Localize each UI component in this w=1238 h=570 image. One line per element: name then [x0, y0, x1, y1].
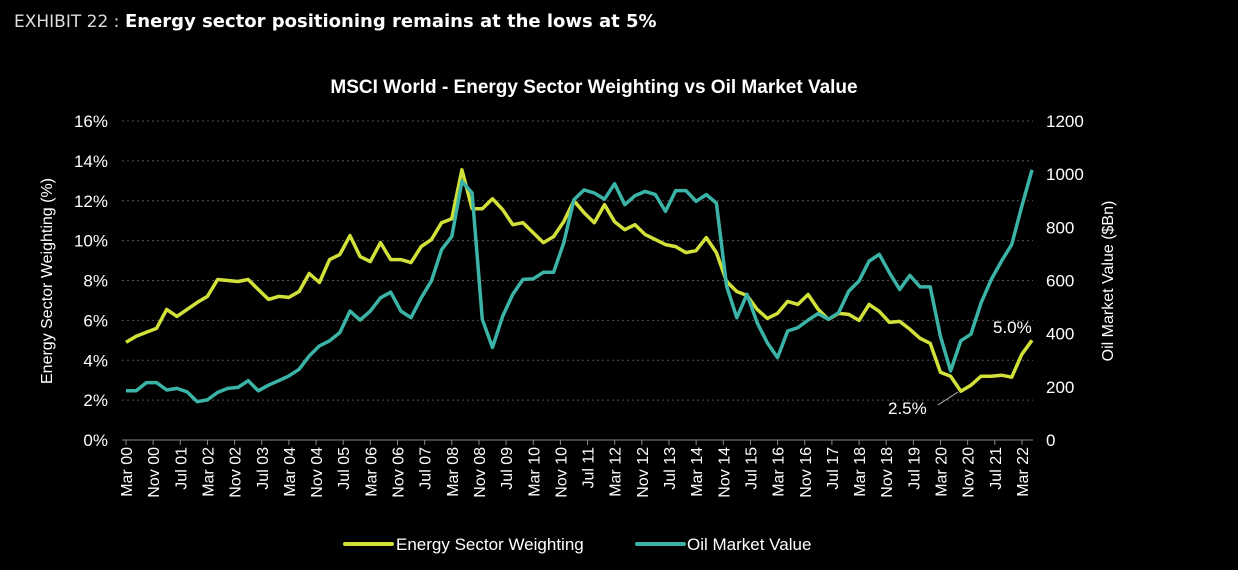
x-tick-label: Nov 12: [635, 447, 652, 498]
x-tick-label: Mar 14: [689, 447, 706, 497]
x-tick-label: Jul 03: [255, 447, 272, 490]
x-tick-label: Nov 10: [553, 447, 570, 498]
annotation-latest: 5.0%: [993, 318, 1032, 337]
x-tick-label: Jul 05: [336, 447, 353, 490]
x-tick-label: Mar 00: [119, 447, 136, 497]
x-tick-label: Jul 21: [988, 447, 1005, 490]
x-tick-label: Jul 11: [581, 447, 598, 489]
x-tick-label: Jul 13: [662, 447, 679, 490]
series-lines: [125, 168, 1034, 404]
y-tick-label: 4%: [83, 351, 108, 370]
x-tick-label: Mar 06: [363, 447, 380, 497]
legend-label-oil: Oil Market Value: [687, 535, 811, 554]
left-axis-label: Energy Sector Weighting (%): [39, 178, 56, 384]
right-axis-ticks: 0 200 400 600 800 1000 1200: [1046, 112, 1084, 450]
y-tick-label: 12%: [74, 192, 108, 211]
x-tick-label: Nov 16: [798, 447, 815, 498]
x-tick-label: Mar 10: [526, 447, 543, 497]
gridlines: [122, 120, 1033, 401]
right-axis-label: Oil Market Value ($Bn): [1100, 201, 1117, 362]
energy-weighting-line: [125, 168, 1034, 393]
y2-tick-label: 0: [1046, 431, 1055, 450]
y-tick-label: 0%: [83, 431, 108, 450]
x-tick-label: Mar 18: [852, 447, 869, 497]
y2-tick-label: 400: [1046, 325, 1074, 344]
chart-title: MSCI World - Energy Sector Weighting vs …: [330, 77, 857, 98]
annotation-low: 2.5%: [888, 399, 927, 418]
x-tick-label: Mar 16: [771, 447, 788, 497]
y-tick-label: 14%: [74, 152, 108, 171]
y2-tick-label: 200: [1046, 378, 1074, 397]
x-tick-label: Jul 17: [825, 447, 842, 490]
x-tick-label: Mar 20: [934, 447, 951, 497]
x-tick-label: Nov 14: [716, 447, 733, 498]
x-tick-label: Jul 07: [418, 447, 435, 490]
x-tick-label: Jul 09: [499, 447, 516, 490]
oil-market-value-line: [126, 169, 1034, 404]
x-tick-label: Nov 18: [879, 447, 896, 498]
y2-tick-label: 800: [1046, 218, 1074, 237]
y-tick-label: 6%: [83, 311, 108, 330]
x-tick-label: Nov 06: [391, 447, 408, 498]
x-tick-label: Nov 00: [146, 447, 163, 498]
left-axis-ticks: 0% 2% 4% 6% 8% 10% 12% 14% 16%: [74, 112, 108, 450]
x-tick-label: Mar 22: [1015, 447, 1032, 497]
y-tick-label: 8%: [83, 272, 108, 291]
x-tick-label: Mar 08: [445, 447, 462, 497]
y-tick-label: 10%: [74, 232, 108, 251]
x-tick-label: Nov 02: [228, 447, 245, 498]
x-tick-label: Mar 02: [200, 447, 217, 497]
exhibit-label: EXHIBIT 22 :: [14, 12, 120, 32]
x-tick-label: Jul 19: [906, 447, 923, 490]
x-tick-label: Jul 15: [743, 447, 760, 490]
x-tick-label: Nov 04: [309, 447, 326, 498]
exhibit-title: Energy sector positioning remains at the…: [124, 11, 657, 32]
x-axis: Mar 00 Nov 00 Jul 01 Mar 02 Nov 02 Jul 03 Mar …: [119, 439, 1033, 498]
x-tick-label: Nov 08: [472, 447, 489, 498]
y2-tick-label: 600: [1046, 272, 1074, 291]
exhibit-header: EXHIBIT 22 : Energy sector positioning r…: [14, 10, 657, 33]
y-tick-label: 2%: [83, 391, 108, 410]
x-tick-label: Mar 04: [282, 447, 299, 497]
y-tick-label: 16%: [74, 112, 108, 131]
x-tick-label: Nov 20: [961, 447, 978, 498]
legend-label-energy: Energy Sector Weighting: [396, 535, 584, 554]
legend: Energy Sector Weighting Oil Market Value: [343, 535, 811, 554]
y2-tick-label: 1200: [1046, 112, 1084, 131]
x-tick-label: Mar 12: [608, 447, 625, 497]
x-tick-label: Jul 01: [173, 447, 190, 490]
y2-tick-label: 1000: [1046, 165, 1084, 184]
low-annotation-leader: [937, 391, 959, 406]
